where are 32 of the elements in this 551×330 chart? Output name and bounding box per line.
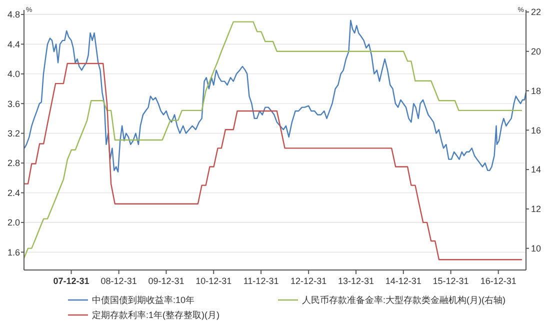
legend-label: 定期存款利率:1年(整存整取)(月) [92,310,220,320]
x-tick-label: 09-12-31 [148,276,184,286]
y-tick-label: 4.8 [7,10,20,20]
line-series [23,62,523,260]
y2-tick-label: 20 [531,46,542,57]
y2-tick-label: 18 [531,86,542,96]
x-tick-label: 14-12-31 [385,276,422,286]
x-tick-label: 12-12-31 [290,276,327,286]
x-tick-label: 13-12-31 [338,276,374,286]
y-tick-label: 3.2 [7,128,20,138]
line-series [24,20,526,173]
x-tick-label: 16-12-31 [480,276,516,286]
y-tick-label: 4.0 [7,69,20,80]
y2-tick-label: 14 [531,164,542,175]
y-tick-label: 2.4 [7,188,20,198]
y-tick-label: 1.6 [7,247,20,258]
legend-label: 人民币存款准备金率:大型存款类金融机构(月)(右轴) [302,295,506,306]
y-tick-label: 4.4 [7,39,20,50]
x-tick-label: 11-12-31 [243,276,279,286]
y-tick-label: 2.0 [7,218,20,228]
y-tick-label: 2.8 [7,158,20,168]
y2-tick-label: 12 [531,204,542,214]
y-tick-label: 3.6 [7,98,20,109]
x-tick-label: 15-12-31 [432,276,469,286]
x-tick-label: 07-12-31 [53,276,90,286]
x-tick-label: 10-12-31 [196,276,232,286]
x-tick-label: 08-12-31 [100,276,137,286]
legend-label: 中债国债到期收益率:10年 [92,295,195,306]
line-series [23,21,523,259]
y2-tick-label: 10 [531,243,542,254]
y2-tick-label: 16 [531,125,542,136]
y2-tick-label: 22 [531,7,542,18]
